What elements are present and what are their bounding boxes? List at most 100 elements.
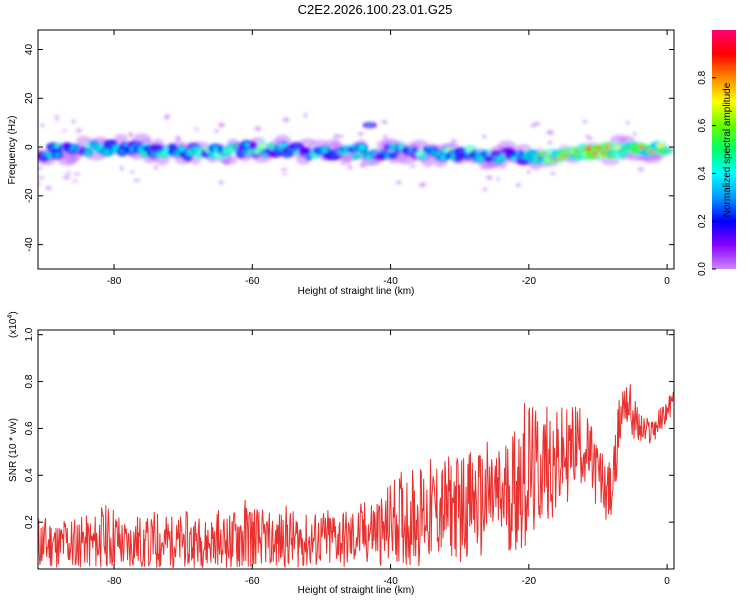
heat-blob-core [293,145,300,150]
snr-scale-exp: 4 [7,315,14,319]
heatmap-blobs [38,112,674,192]
heat-halo [312,139,328,147]
spectrogram-xlabel: Height of straight line (km) [298,286,415,297]
heat-blob-core [243,142,250,148]
heat-speck [482,188,488,192]
heat-speck [450,139,457,143]
snr-xtick-label: -40 [383,576,398,587]
heat-speck [359,162,367,168]
heat-speck [218,180,224,185]
heat-speck [39,176,45,179]
spectrogram-ticks: -80 -60 -40 -20 0 -40 -20 0 20 40 [24,30,674,287]
spectrogram-ylabel: Frequency (Hz) [7,116,18,185]
heat-speck [550,171,556,175]
heat-speck [282,172,287,176]
heat-speck [587,137,594,141]
heat-blob-core [275,150,281,155]
heat-blob-core [604,144,611,150]
spectrogram-ytick-label: 40 [24,44,35,56]
spectrogram-chart: -80 -60 -40 -20 0 -40 -20 0 20 40 Height of strai… [7,29,736,297]
heat-spot-core [366,123,373,127]
heat-blob-core [515,151,520,156]
heat-speck [409,165,417,168]
heat-speck [547,140,553,145]
heat-speck [55,118,60,121]
colorbar-tick-label: 0.0 [697,262,708,276]
snr-ytick-label: 0.8 [24,374,35,388]
heat-speck [120,165,124,171]
spectrogram-ytick-label: -40 [24,237,35,252]
heat-speck [280,168,288,171]
heat-speck [632,132,637,136]
heat-speck [337,134,344,138]
snr-scale-suffix: ) [8,311,19,314]
spectrogram-frame [37,29,675,270]
colorbar-tick-label: 0.2 [697,214,708,228]
heat-blob-core [421,154,427,160]
spectrogram-xtick-label: -20 [522,276,537,287]
heat-blob-core [487,156,492,162]
snr-xtick-label: -60 [245,576,260,587]
heat-blob-core [389,152,397,158]
snr-xtick-label: -20 [522,576,537,587]
spectrogram-xtick-label: -80 [107,276,122,287]
snr-scale-label: (x104) [7,311,19,338]
heat-speck [303,112,308,118]
heat-halo [299,138,316,146]
heat-speck [65,171,71,175]
spectrogram-xtick-label: -40 [383,276,398,287]
heat-speck [516,183,521,187]
colorbar-ticks: 0.0 0.2 0.4 0.6 0.8 [697,70,716,276]
heat-blob-core [639,145,645,150]
heat-blob-core [592,150,598,156]
heat-speck [419,182,426,188]
heat-blob-core [321,147,328,152]
spectrogram-ytick-label: 20 [24,92,35,104]
heat-blob-core [104,149,110,154]
spectrogram-xtick-label: -60 [245,276,260,287]
heat-blob-core [258,144,266,148]
heat-speck [175,135,181,141]
heat-speck [496,177,500,181]
snr-ytick-label: 0.4 [24,468,35,482]
spectrogram-xtick-label: 0 [664,276,670,287]
heat-speck [128,132,133,137]
heat-blob-core [53,152,61,157]
heat-blob-core [212,146,219,151]
heat-speck [531,123,536,128]
spectrogram-ytick-label: -20 [24,188,35,203]
heat-halo [411,139,428,149]
heat-speck [546,130,554,135]
colorbar-tick-label: 0.4 [697,166,708,180]
heat-speck [625,121,630,125]
heat-speck [395,181,402,185]
heat-speck [526,169,531,174]
heat-speck [53,115,60,118]
heat-blob-core [178,147,185,152]
heat-speck [75,128,83,133]
snr-ytick-label: 0.6 [24,421,35,435]
heat-blob-core [573,155,580,160]
heat-speck [133,179,141,182]
heat-speck [62,175,70,180]
heat-blob-core [596,145,601,150]
heat-blob-core [656,143,665,148]
heat-blob-core [511,156,518,160]
heat-blob-core [585,146,593,152]
heat-blob-core [620,151,626,156]
heat-blob-core [85,150,91,155]
heat-speck [62,129,67,132]
heat-speck [164,115,169,120]
snr-chart: -80 -60 -40 -20 0 0.2 0.4 0.6 0.8 1.0 Height of s… [7,311,675,596]
heat-speck [214,129,219,133]
heat-blob-core [384,153,389,159]
heat-blob-core [302,148,310,153]
heat-speck [347,165,353,170]
heat-speck [45,185,52,191]
heat-blob-core [238,152,243,156]
heat-speck [254,126,262,132]
heat-blob-core [505,149,511,153]
colorbar-tick-label: 0.6 [697,118,708,132]
heat-speck [585,134,591,138]
heat-blob-core [663,148,671,153]
